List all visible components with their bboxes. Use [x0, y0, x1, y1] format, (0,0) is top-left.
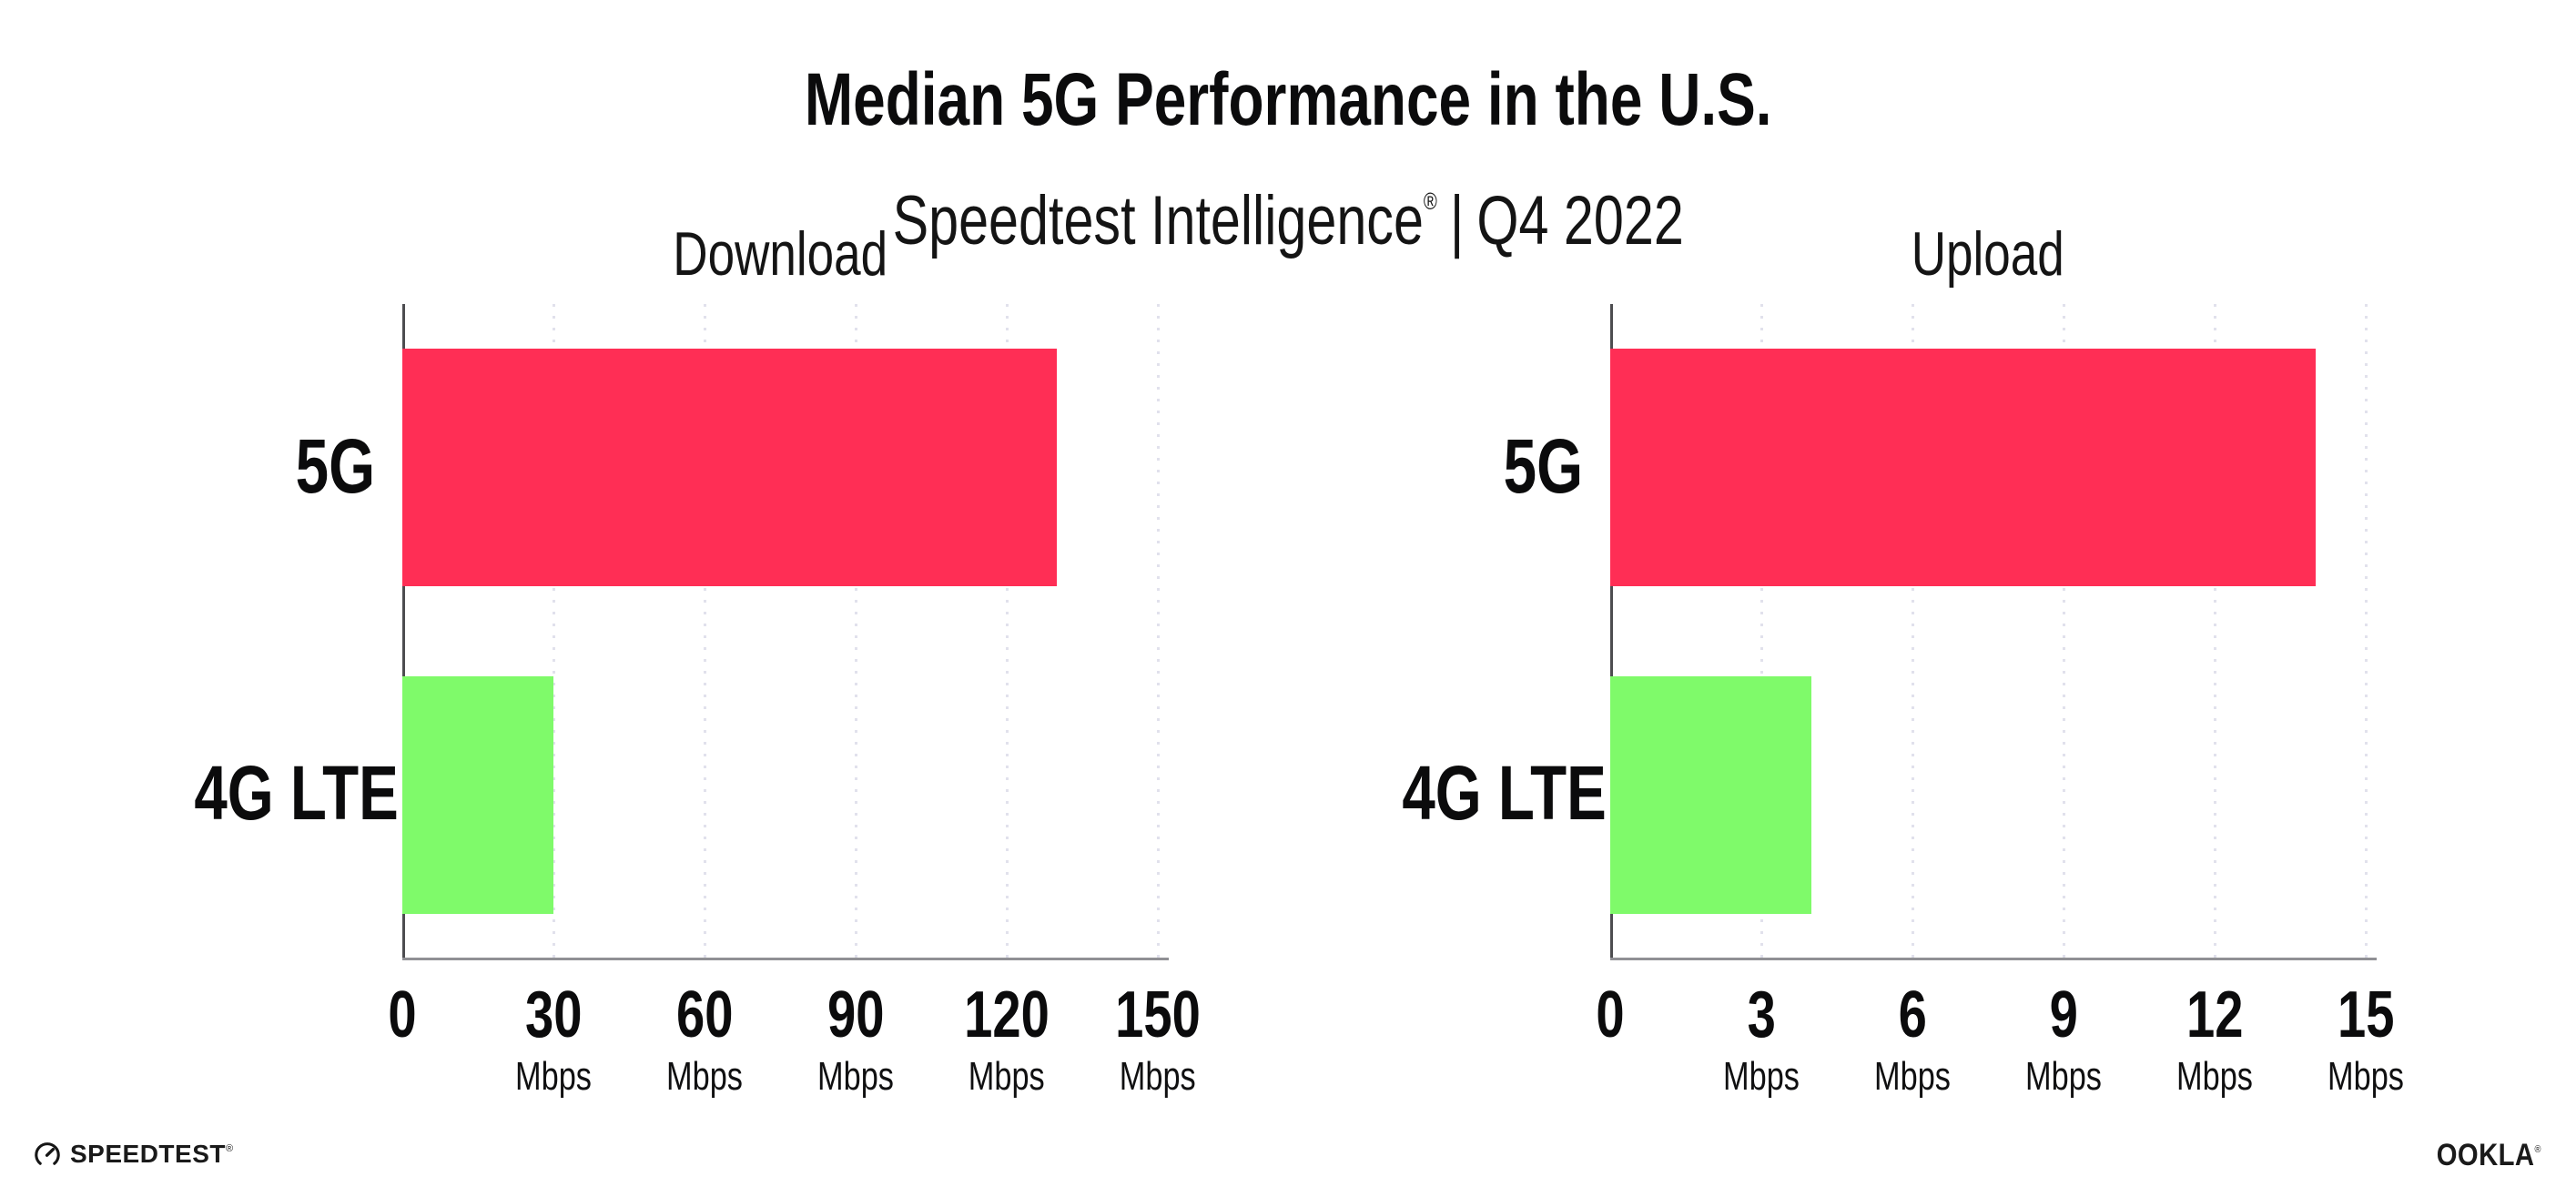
ookla-registered-icon: ® — [2534, 1144, 2541, 1155]
category-label-4g-lte: 4G LTE — [194, 750, 399, 837]
gridline-download-90 — [854, 304, 857, 959]
gridline-download-150 — [1156, 304, 1160, 959]
bar-5g-upload — [1610, 349, 2316, 587]
ookla-logo: OOKLA® — [2419, 1138, 2541, 1173]
download-chart-panel: Download 5G 4G LTE 0 30 Mbps 60 Mbps 90 Mbps 120… — [137, 114, 1201, 1099]
category-label-5g: 5G — [1503, 422, 1583, 509]
page-title: Median 5G Performance in the U.S. — [0, 52, 2576, 148]
speedtest-gauge-icon — [35, 1142, 60, 1165]
upload-plot-area — [1610, 304, 2377, 960]
speedtest-logo: SPEEDTEST® — [33, 1140, 234, 1169]
download-chart-title: Download — [673, 219, 887, 289]
page-subtitle: Speedtest Intelligence® | Q4 2022 — [0, 154, 2576, 269]
x-tick-download-90: 90 Mbps — [817, 979, 894, 1099]
upload-category-axis: 5G 4G LTE — [1344, 304, 1607, 959]
speedtest-registered-icon: ® — [225, 1143, 234, 1154]
bar-4g-lte-upload — [1610, 675, 1812, 914]
upload-chart-title: Upload — [1911, 219, 2065, 289]
upload-x-axis: 0 3 Mbps 6 Mbps 9 Mbps 12 Mbps 15 Mbps — [1596, 979, 2404, 1135]
x-tick-download-30: 30 Mbps — [515, 979, 592, 1099]
x-tick-upload-12: 12 Mbps — [2176, 979, 2253, 1099]
gridline-download-120 — [1005, 304, 1009, 959]
bar-4g-lte-download — [402, 675, 553, 914]
ookla-wordmark: OOKLA — [2436, 1138, 2535, 1172]
subtitle-separator: | — [1449, 182, 1465, 260]
speedtest-wordmark: SPEEDTEST® — [70, 1140, 234, 1168]
registered-trademark-icon: ® — [1423, 188, 1437, 216]
page-title-text: Median 5G Performance in the U.S. — [804, 57, 1772, 141]
x-tick-download-0: 0 — [388, 979, 417, 1051]
x-tick-upload-9: 9 Mbps — [2025, 979, 2102, 1099]
download-category-axis: 5G 4G LTE — [137, 304, 399, 959]
category-label-4g-lte: 4G LTE — [1402, 750, 1607, 837]
gridline-upload-12 — [2213, 304, 2216, 959]
gridline-upload-3 — [1760, 304, 1763, 959]
subtitle-period: Q4 2022 — [1476, 182, 1684, 260]
subtitle-brand: Speedtest Intelligence — [892, 182, 1424, 260]
download-plot-area — [402, 304, 1169, 960]
category-label-5g: 5G — [295, 422, 375, 509]
x-tick-upload-6: 6 Mbps — [1874, 979, 1951, 1099]
download-x-axis: 0 30 Mbps 60 Mbps 90 Mbps 120 Mbps 150 Mbps — [388, 979, 1200, 1135]
gridline-download-60 — [703, 304, 706, 959]
gridline-upload-6 — [1911, 304, 1914, 959]
gridline-upload-9 — [2062, 304, 2065, 959]
bar-5g-download — [402, 349, 1058, 587]
x-tick-download-150: 150 Mbps — [1115, 979, 1201, 1099]
x-tick-download-60: 60 Mbps — [666, 979, 743, 1099]
gridline-download-30 — [552, 304, 555, 959]
x-tick-upload-15: 15 Mbps — [2328, 979, 2404, 1099]
x-tick-download-120: 120 Mbps — [964, 979, 1050, 1099]
x-tick-upload-0: 0 — [1596, 979, 1625, 1051]
gridline-upload-15 — [2364, 304, 2368, 959]
x-tick-upload-3: 3 Mbps — [1723, 979, 1800, 1099]
upload-chart-panel: Upload 5G 4G LTE 0 3 Mbps 6 Mbps 9 Mbps 12 Mbps 15… — [1344, 114, 2404, 1099]
